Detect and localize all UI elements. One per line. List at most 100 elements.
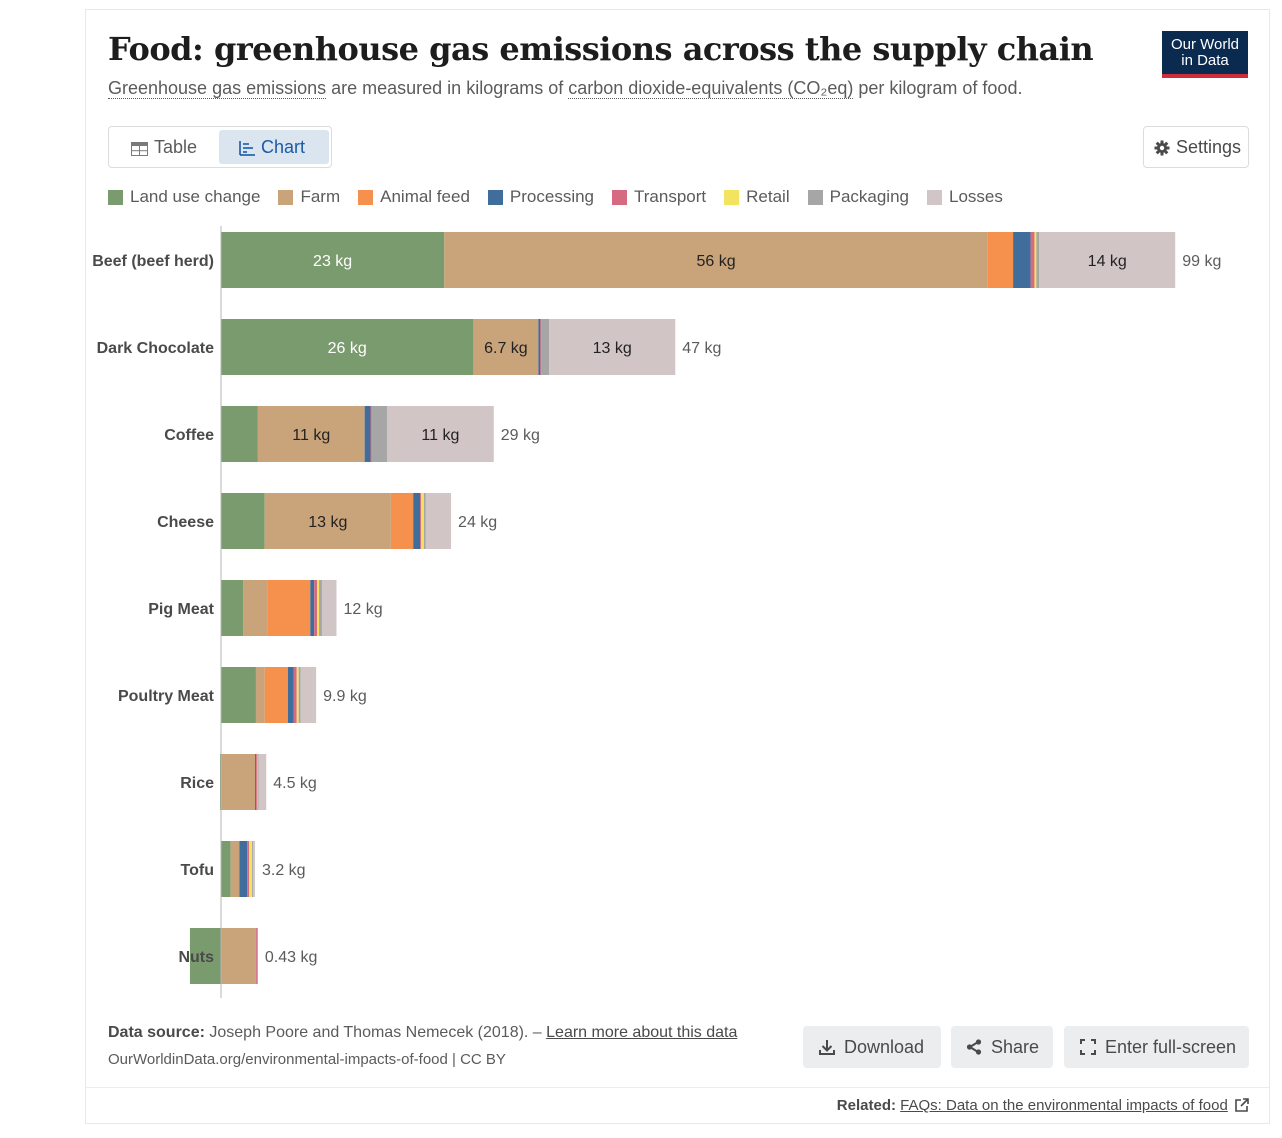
stacked-bar-chart: 23 kg 56 kg 14 kg 99 kg Beef (beef herd) 26 k… bbox=[92, 226, 1221, 998]
category-label-poultry-meat: Poultry Meat bbox=[118, 688, 215, 705]
segment-value-label: 23 kg bbox=[313, 253, 352, 270]
bar-segment-farm bbox=[264, 493, 391, 549]
learn-more-link[interactable]: Learn more about this data bbox=[546, 1024, 738, 1041]
bar-segment-transport bbox=[255, 754, 257, 810]
external-link-icon bbox=[1235, 1098, 1249, 1112]
chart-icon bbox=[239, 141, 255, 156]
share-icon bbox=[966, 1039, 982, 1055]
gear-icon bbox=[1154, 140, 1170, 156]
bar-segment-packaging bbox=[256, 928, 258, 984]
bar-segment-losses bbox=[253, 841, 255, 897]
bar-segment-losses bbox=[549, 319, 676, 375]
fullscreen-button[interactable]: Enter full-screen bbox=[1064, 1026, 1249, 1068]
bar-segment-processing bbox=[310, 580, 315, 636]
bar-segment-farm bbox=[221, 928, 256, 984]
co2eq-definition-link[interactable]: carbon dioxide-equivalents (CO₂eq) bbox=[568, 78, 854, 99]
footer-divider bbox=[86, 1087, 1269, 1088]
total-value-label: 29 kg bbox=[501, 427, 540, 444]
category-label-tofu: Tofu bbox=[181, 862, 214, 879]
settings-label: Settings bbox=[1176, 137, 1242, 157]
total-value-label: 99 kg bbox=[1182, 253, 1221, 270]
legend-item-transport[interactable]: Transport bbox=[612, 187, 706, 207]
bar-segment-transport bbox=[255, 928, 257, 984]
source-url[interactable]: OurWorldinData.org/environmental-impacts… bbox=[108, 1051, 506, 1068]
category-label-cheese: Cheese bbox=[157, 514, 214, 531]
bar-segment-packaging bbox=[1036, 232, 1040, 288]
bar-segment-farm bbox=[257, 406, 365, 462]
legend-item-land-use-change[interactable]: Land use change bbox=[108, 187, 260, 207]
legend-label: Land use change bbox=[130, 187, 261, 206]
settings-button[interactable]: Settings bbox=[1143, 126, 1249, 168]
chart-tab-label: Chart bbox=[261, 137, 306, 157]
legend-item-losses[interactable]: Losses bbox=[927, 187, 1003, 207]
table-tab[interactable]: Table bbox=[113, 130, 217, 164]
bar-segment-retail bbox=[420, 493, 424, 549]
table-icon bbox=[131, 142, 148, 156]
bar-segment-land-use-change bbox=[189, 928, 221, 984]
fullscreen-label: Enter full-screen bbox=[1105, 1037, 1237, 1057]
data-source-text: Joseph Poore and Thomas Nemecek (2018). … bbox=[204, 1024, 547, 1041]
fullscreen-icon bbox=[1080, 1039, 1096, 1055]
bar-segment-processing bbox=[1013, 232, 1031, 288]
bar-segment-processing bbox=[538, 319, 541, 375]
bar-segment-losses bbox=[300, 667, 317, 723]
total-value-label: 3.2 kg bbox=[262, 862, 306, 879]
bar-segment-losses bbox=[425, 493, 452, 549]
bar-segment-transport bbox=[293, 667, 297, 723]
legend-label: Losses bbox=[949, 187, 1003, 206]
segment-value-label: 56 kg bbox=[696, 253, 735, 270]
segment-value-label: 11 kg bbox=[421, 427, 459, 444]
legend-swatch bbox=[807, 189, 823, 205]
total-value-label: 12 kg bbox=[344, 601, 383, 618]
category-label-nuts: Nuts bbox=[178, 949, 214, 966]
category-label-rice: Rice bbox=[180, 775, 214, 792]
bar-segment-processing bbox=[254, 754, 256, 810]
bar-segment-farm bbox=[473, 319, 539, 375]
legend-swatch bbox=[612, 189, 628, 205]
bar-segment-processing bbox=[287, 667, 294, 723]
bar-segment-processing bbox=[239, 841, 248, 897]
bar-segment-losses bbox=[258, 754, 267, 810]
legend-label: Processing bbox=[509, 187, 595, 206]
total-value-label: 24 kg bbox=[458, 514, 497, 531]
segment-value-label: 26 kg bbox=[328, 340, 367, 357]
bar-segment-retail bbox=[256, 754, 258, 810]
bar-segment-packaging bbox=[257, 754, 259, 810]
download-button[interactable]: Download bbox=[803, 1026, 941, 1068]
legend-item-animal-feed[interactable]: Animal feed bbox=[358, 187, 470, 207]
bar-segment-packaging bbox=[252, 841, 254, 897]
bar-segment-losses bbox=[1039, 232, 1176, 288]
data-source: Data source: Joseph Poore and Thomas Nem… bbox=[108, 1024, 737, 1042]
bar-segment-farm bbox=[255, 667, 265, 723]
ghg-definition-link[interactable]: Greenhouse gas emissions bbox=[108, 78, 327, 99]
legend-item-processing[interactable]: Processing bbox=[487, 187, 595, 207]
legend-item-farm[interactable]: Farm bbox=[278, 187, 340, 207]
category-label-beef-beef-herd: Beef (beef herd) bbox=[92, 253, 214, 270]
related-section: Related: FAQs: Data on the environmental… bbox=[837, 1097, 1249, 1114]
bar-segment-packaging bbox=[423, 493, 426, 549]
related-faq-link[interactable]: FAQs: Data on the environmental impacts … bbox=[900, 1097, 1228, 1114]
share-button[interactable]: Share bbox=[951, 1026, 1053, 1068]
segment-value-label: 11 kg bbox=[292, 427, 330, 444]
legend-item-packaging[interactable]: Packaging bbox=[807, 187, 909, 207]
segment-value-label: 13 kg bbox=[593, 340, 632, 357]
bar-segment-retail bbox=[249, 841, 253, 897]
bar-segment-transport bbox=[314, 580, 318, 636]
bar-segment-land-use-change bbox=[221, 667, 256, 723]
bar-segment-packaging bbox=[298, 667, 301, 723]
chart-tab[interactable]: Chart bbox=[219, 130, 329, 164]
legend-label: Animal feed bbox=[380, 187, 470, 206]
bar-segment-losses bbox=[321, 580, 337, 636]
table-tab-label: Table bbox=[154, 137, 198, 157]
bar-segment-animal-feed bbox=[264, 667, 288, 723]
category-label-pig-meat: Pig Meat bbox=[148, 601, 214, 618]
bar-segment-transport bbox=[419, 493, 421, 549]
total-value-label: 47 kg bbox=[682, 340, 721, 357]
bar-segment-farm bbox=[444, 232, 988, 288]
download-icon bbox=[819, 1040, 835, 1055]
chart-legend: Land use change Farm Animal feed Processing… bbox=[108, 186, 1021, 208]
owid-logo[interactable]: Our World in Data bbox=[1162, 31, 1248, 78]
bar-segment-processing bbox=[364, 406, 371, 462]
legend-item-retail[interactable]: Retail bbox=[724, 187, 790, 207]
logo-line-2: in Data bbox=[1181, 52, 1229, 69]
